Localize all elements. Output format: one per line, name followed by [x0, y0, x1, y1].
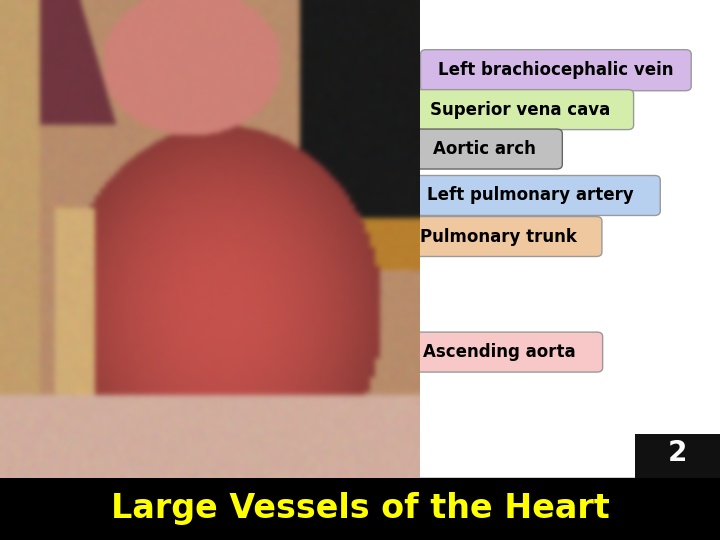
Text: Left pulmonary artery: Left pulmonary artery [427, 186, 634, 205]
FancyBboxPatch shape [395, 332, 603, 372]
Text: Superior vena cava: Superior vena cava [430, 100, 610, 119]
FancyBboxPatch shape [406, 90, 634, 130]
Text: Large Vessels of the Heart: Large Vessels of the Heart [111, 492, 609, 525]
Text: 2: 2 [668, 439, 687, 467]
FancyBboxPatch shape [407, 129, 562, 169]
Text: Aortic arch: Aortic arch [433, 140, 536, 158]
Text: Pulmonary trunk: Pulmonary trunk [420, 227, 577, 246]
FancyBboxPatch shape [635, 434, 720, 478]
FancyBboxPatch shape [400, 176, 660, 215]
FancyBboxPatch shape [395, 217, 602, 256]
FancyBboxPatch shape [420, 50, 691, 91]
Text: Ascending aorta: Ascending aorta [423, 343, 575, 361]
Text: Left brachiocephalic vein: Left brachiocephalic vein [438, 61, 674, 79]
